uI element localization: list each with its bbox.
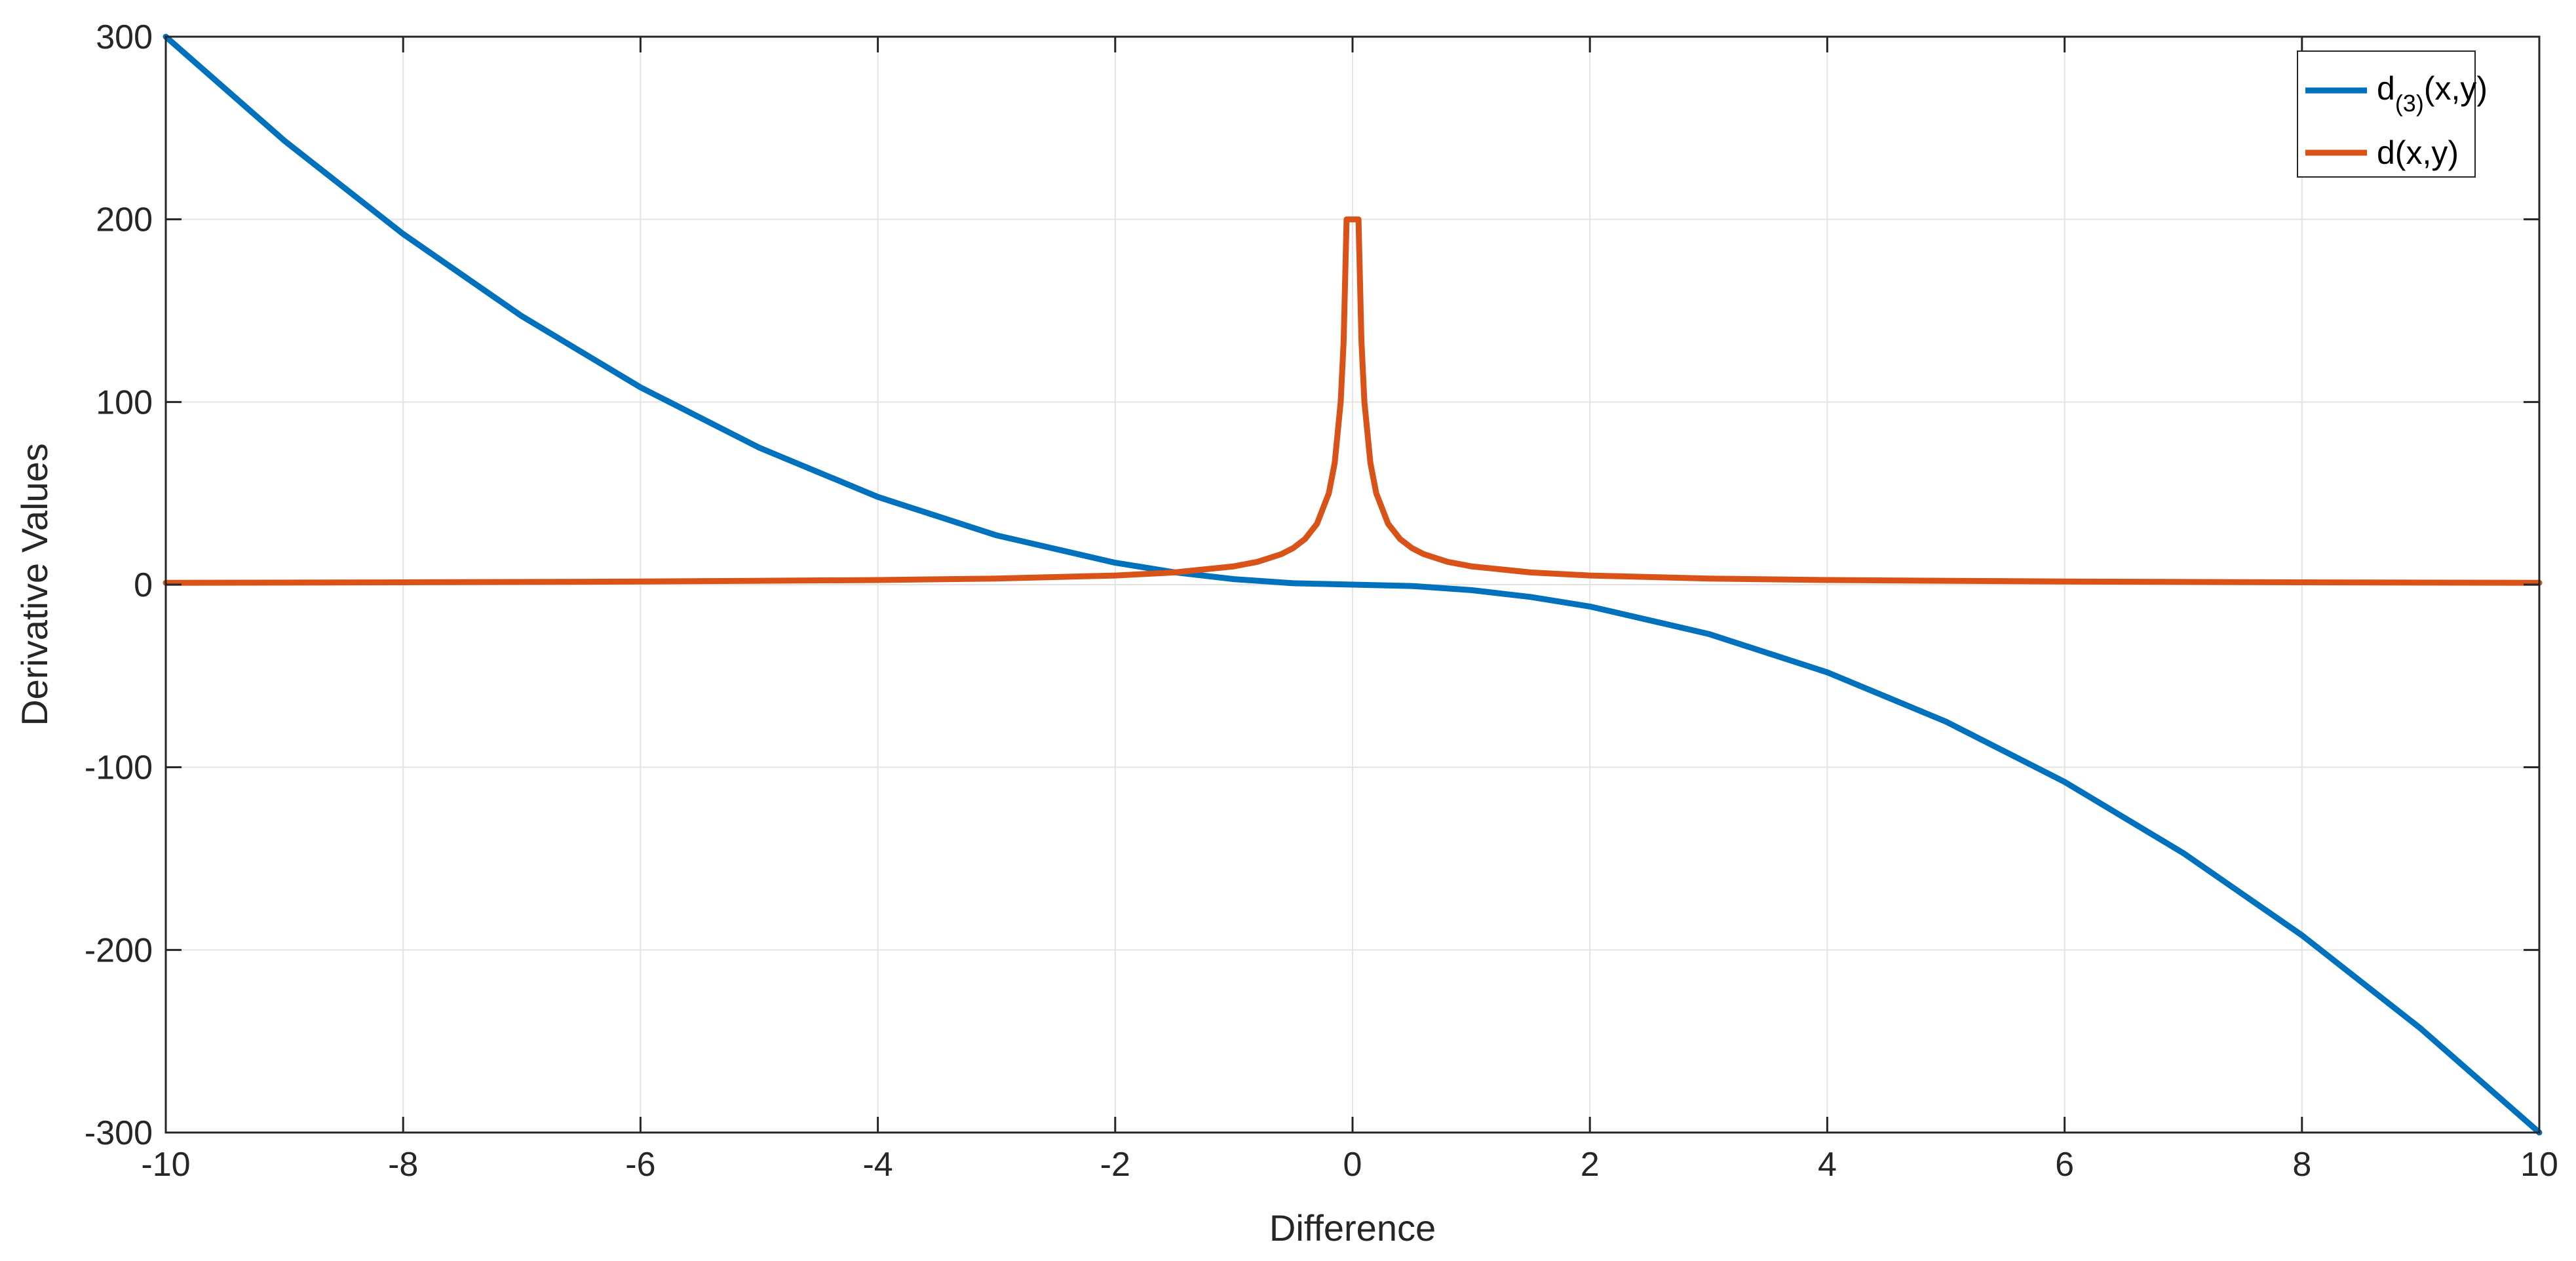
x-tick-label: -10	[141, 1146, 190, 1184]
y-axis-ticks: -300 -200 -100 0 100 200 300	[85, 18, 2539, 1152]
x-tick-label: 8	[2292, 1146, 2311, 1184]
x-tick-label: 0	[1343, 1146, 1362, 1184]
y-tick-label: -200	[85, 931, 153, 969]
series-2-line	[163, 216, 2543, 586]
series-1	[163, 33, 2543, 1136]
x-axis-title: Difference	[1269, 1207, 1436, 1249]
x-tick-label: -4	[862, 1146, 893, 1184]
y-tick-label: 200	[96, 201, 153, 239]
x-tick-label: -6	[625, 1146, 655, 1184]
x-tick-label: 10	[2520, 1146, 2558, 1184]
legend-label-series-1-sub: (3)	[2395, 90, 2424, 117]
x-tick-label: 4	[1818, 1146, 1837, 1184]
y-tick-label: 100	[96, 383, 153, 421]
y-tick-label: 0	[134, 566, 153, 604]
legend-label-series-1: d(3)(x,y)	[2377, 70, 2488, 117]
y-axis-title: Derivative Values	[14, 443, 55, 726]
y-tick-label: -100	[85, 749, 153, 787]
x-axis-ticks: -10 -8 -6 -4 -2 0 2 4 6 8 10	[141, 37, 2558, 1184]
x-tick-label: -8	[388, 1146, 418, 1184]
series-layer	[163, 33, 2543, 1136]
x-tick-label: 6	[2055, 1146, 2074, 1184]
y-tick-label: 300	[96, 18, 153, 56]
x-tick-label: -2	[1100, 1146, 1130, 1184]
series-2	[163, 216, 2543, 586]
legend-box	[2297, 50, 2476, 178]
legend-label-series-2: d(x,y)	[2377, 134, 2459, 171]
series-1-line	[163, 33, 2543, 1136]
x-tick-label: 2	[1581, 1146, 1600, 1184]
legend-label-series-1-main: d	[2377, 70, 2395, 107]
legend[interactable]: d(3)(x,y) d(x,y)	[2297, 50, 2488, 178]
legend-label-series-1-tail: (x,y)	[2424, 70, 2488, 107]
y-tick-label: -300	[85, 1114, 153, 1152]
